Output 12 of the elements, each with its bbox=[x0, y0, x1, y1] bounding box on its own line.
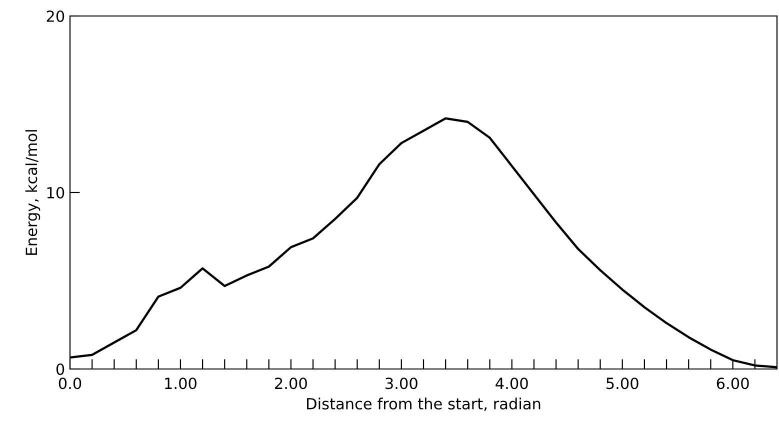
x-tick-label: 3.00 bbox=[386, 378, 418, 390]
x-tick-label: 0.0 bbox=[58, 378, 82, 390]
x-tick-label: 2.00 bbox=[275, 378, 307, 390]
x-tick-label: 4.00 bbox=[496, 378, 528, 390]
x-tick-label: 5.00 bbox=[606, 378, 638, 390]
y-tick-label: 20 bbox=[46, 10, 64, 22]
x-tick-label: 1.00 bbox=[165, 378, 196, 390]
x-tick-label: 6.00 bbox=[716, 378, 749, 390]
y-tick-label: 0 bbox=[56, 363, 64, 376]
y-tick-label: 10 bbox=[47, 186, 64, 199]
y-axis-title: Energy, kcal/mol bbox=[25, 130, 40, 255]
x-axis-title: Distance from the start, radian bbox=[307, 398, 540, 412]
